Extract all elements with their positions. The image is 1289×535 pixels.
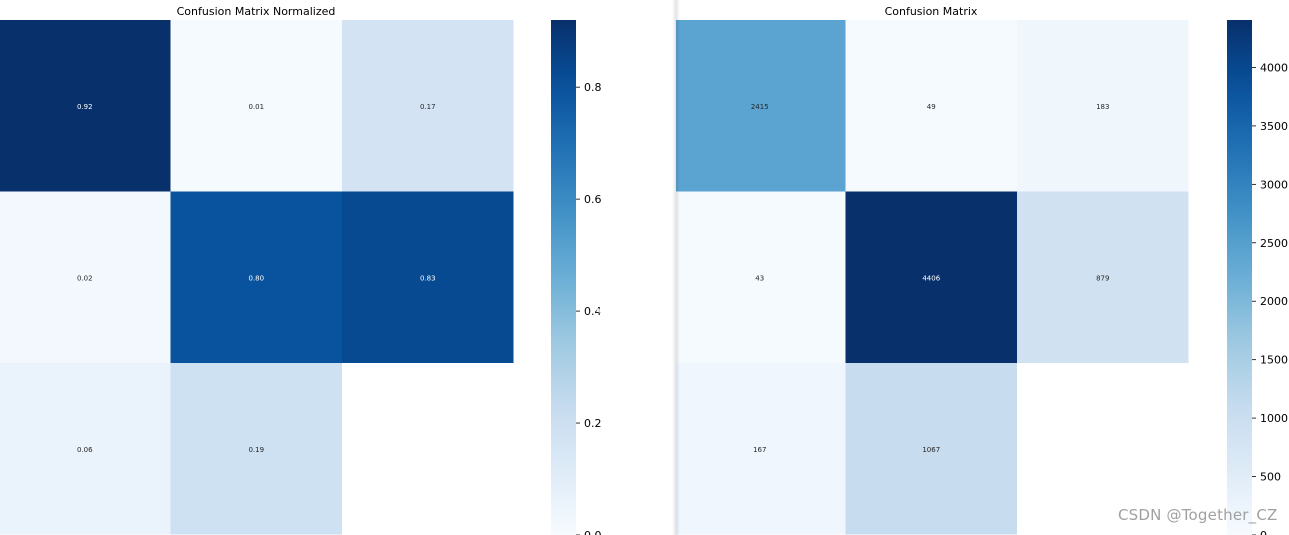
confusion-chart: Confusion Matrix 2415 49 183 43 4406 879 167 106… [676,5,1288,535]
colorbar-tick-label: 0.8 [584,81,602,94]
cell-label-r1-c0: 0.02 [77,274,93,282]
colorbar-tick-label: 2000 [1260,295,1288,308]
cell-label-r0-c0: 2415 [751,103,769,111]
colorbar [1227,20,1252,535]
next-slide-button[interactable] [585,248,657,320]
heatmap-cells: 2415 49 183 43 4406 879 167 1067 [676,20,1189,535]
heatmap-cell-r2-c1 [845,363,1017,535]
colorbar-tick-label: 2500 [1260,237,1288,250]
cell-label-r2-c0: 167 [753,446,766,454]
colorbar-tick-label: 0.0 [584,529,602,535]
watermark: CSDN @Together_CZ [1118,506,1278,524]
heatmap-cells: 0.92 0.01 0.17 0.02 0.80 0.83 0.06 0.19 [0,20,514,535]
colorbar-tick-label: 1000 [1260,412,1288,425]
heatmap-cell-r0-c2 [342,20,514,192]
cell-label-r0-c2: 0.17 [420,103,436,111]
cell-label-r1-c0: 43 [755,274,764,282]
heatmap-cell-r1-c2 [1017,191,1189,363]
heatmap-cell-r1-c1 [170,191,342,363]
heatmap-cell-r1-c0 [0,191,171,363]
heatmap-cell-r0-c0 [676,20,846,192]
colorbar-tick-label: 0.6 [584,193,602,206]
cell-label-r1-c2: 0.83 [420,274,436,282]
colorbar-tick-label: 3500 [1260,120,1288,133]
confusion-panel: Confusion Matrix 2415 49 183 43 4406 879 167 106… [676,0,1289,535]
heatmap-cell-r1-c2 [342,191,514,363]
cell-label-r0-c1: 0.01 [248,103,264,111]
heatmap-cell-r2-c1 [170,363,342,535]
cell-label-r2-c0: 0.06 [77,446,93,454]
heatmap-cell-r2-c0 [0,363,171,535]
panel-divider [672,0,680,535]
heatmap-cell-r0-c0 [0,20,171,192]
colorbar-tick-label: 4000 [1260,61,1288,74]
chart-title: Confusion Matrix Normalized [177,5,336,18]
colorbar-tick-label: 500 [1260,471,1281,484]
cell-label-r0-c2: 183 [1096,103,1109,111]
chevron-right-icon [594,257,648,311]
heatmap-cell-r1-c0 [676,191,846,363]
colorbar-tick-label: 3000 [1260,178,1288,191]
heatmap-cell-r0-c1 [845,20,1017,192]
heatmap-cell-r0-c2 [1017,20,1189,192]
colorbar-ticks: 0 500 1000 1500 2000 2500 3000 3500 4000 [1252,61,1288,535]
cell-label-r1-c1: 4406 [922,274,940,282]
cell-label-r0-c1: 49 [927,103,936,111]
colorbar-tick-label: 0.2 [584,417,602,430]
cell-label-r1-c2: 879 [1096,274,1109,282]
colorbar-tick-label: 1500 [1260,354,1288,367]
cell-label-r2-c1: 1067 [922,446,940,454]
cell-label-r0-c0: 0.92 [77,103,93,111]
chart-title: Confusion Matrix [885,5,978,18]
colorbar [551,20,576,535]
heatmap-cell-r0-c1 [170,20,342,192]
cell-label-r1-c1: 0.80 [248,274,264,282]
heatmap-cell-r2-c0 [676,363,846,535]
colorbar-tick-label: 0 [1260,529,1267,535]
cell-label-r2-c1: 0.19 [248,446,264,454]
heatmap-cell-r1-c1 [845,191,1017,363]
normalized-confusion-panel: Confusion Matrix Normalized 0.92 0.01 0.17 0… [0,5,602,535]
